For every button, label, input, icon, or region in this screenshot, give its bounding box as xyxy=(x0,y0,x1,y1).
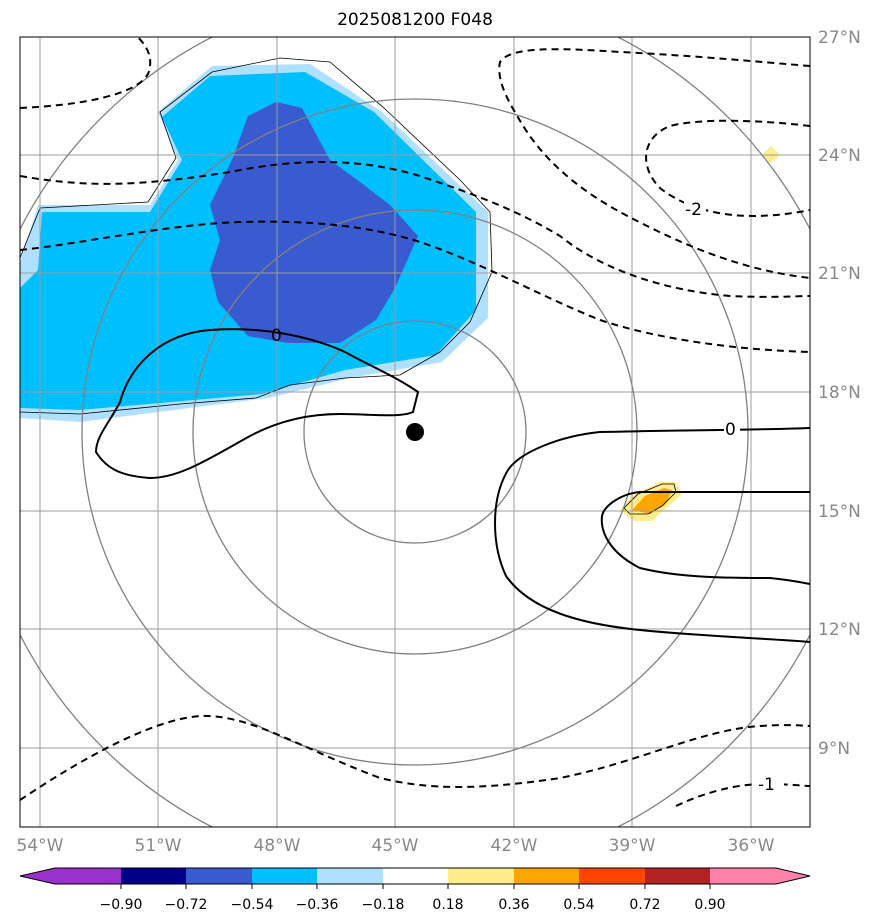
colorbar-tick-label: 0.36 xyxy=(498,897,529,913)
colorbar-bin xyxy=(448,868,514,884)
colorbar-extend-high xyxy=(776,868,810,884)
map-frame xyxy=(19,36,811,828)
colorbar-bin xyxy=(645,868,710,884)
lat-label: 21°N xyxy=(818,264,861,284)
colorbar-bin xyxy=(579,868,645,884)
contour-label-zero-east: 0 xyxy=(725,420,736,440)
colorbar-bin xyxy=(186,868,252,884)
lat-label: 18°N xyxy=(818,383,861,403)
lon-label: 42°W xyxy=(491,836,538,856)
lon-label: 51°W xyxy=(135,836,182,856)
colorbar-tick-label: 0.54 xyxy=(563,897,594,913)
latitude-labels: 27°N 24°N 21°N 18°N 15°N 12°N 9°N xyxy=(818,28,861,759)
contour-label-minus-one: -1 xyxy=(758,775,775,795)
colorbar-tick-label: −0.36 xyxy=(296,897,339,913)
storm-center-marker xyxy=(406,423,424,441)
colorbar-bin xyxy=(317,868,383,884)
colorbar-bin xyxy=(383,868,448,884)
colorbar-tick-label: 0.18 xyxy=(432,897,463,913)
colorbar-outline xyxy=(19,867,811,885)
dashed-contours xyxy=(20,37,810,807)
lat-label: 12°N xyxy=(818,620,861,640)
colorbar-tick-label: −0.72 xyxy=(165,897,208,913)
orange-positive-field xyxy=(632,488,672,514)
colorbar-tick-label: −0.54 xyxy=(231,897,274,913)
colorbar-tick-label: −0.18 xyxy=(362,897,405,913)
lon-label: 48°W xyxy=(254,836,301,856)
lat-label: 27°N xyxy=(818,28,861,48)
colorbar-tick-label: 0.90 xyxy=(694,897,725,913)
colorbar-bin xyxy=(55,868,121,884)
lon-label: 39°W xyxy=(609,836,656,856)
contour-label-zero-west: 0 xyxy=(271,326,282,346)
colorbar-bin xyxy=(252,868,317,884)
colorbar-tick-label: −0.90 xyxy=(100,897,143,913)
lat-lon-grid xyxy=(20,37,810,827)
colorbar-bin xyxy=(514,868,579,884)
dark-blue-negative-field xyxy=(210,102,418,343)
lat-label: 15°N xyxy=(818,502,861,522)
lon-label: 45°W xyxy=(372,836,419,856)
colorbar-tick-label: 0.72 xyxy=(629,897,660,913)
lon-label: 54°W xyxy=(17,836,64,856)
lon-label: 36°W xyxy=(728,836,775,856)
lat-label: 24°N xyxy=(818,146,861,166)
map-title: 2025081200 F048 xyxy=(337,10,493,30)
lat-label: 9°N xyxy=(818,739,850,759)
solid-contours xyxy=(94,328,810,643)
range-rings xyxy=(20,37,810,827)
colorbar-bin xyxy=(121,868,186,884)
contour-label-minus-two: -2 xyxy=(685,200,702,220)
colorbar-bin xyxy=(710,868,776,884)
colorbar-extend-low xyxy=(20,868,55,884)
longitude-labels: 54°W 51°W 48°W 45°W 42°W 39°W 36°W xyxy=(17,836,775,856)
colorbar: −0.90 −0.72 −0.54 −0.36 −0.18 0.18 0.36 … xyxy=(19,867,811,913)
contour-labels: 0 0 -2 -1 xyxy=(271,200,784,795)
